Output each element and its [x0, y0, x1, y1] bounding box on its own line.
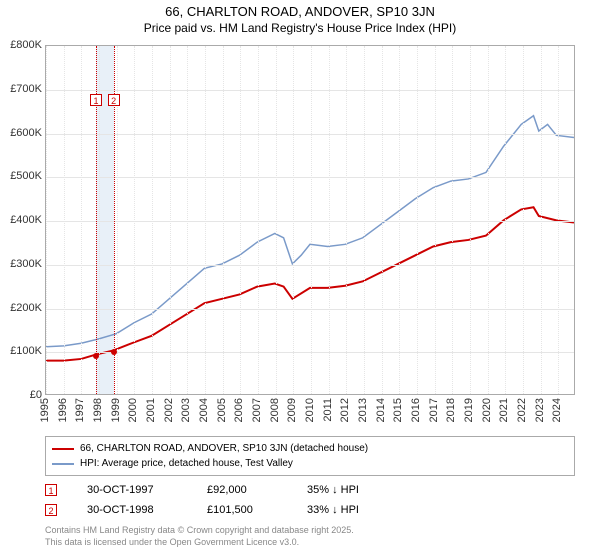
x-axis-label: 1998	[92, 398, 104, 422]
x-axis-label: 1996	[57, 398, 69, 422]
x-axis-label: 2013	[357, 398, 369, 422]
x-axis-label: 2018	[445, 398, 457, 422]
x-axis-label: 2020	[481, 398, 493, 422]
legend-label: 66, CHARLTON ROAD, ANDOVER, SP10 3JN (de…	[80, 441, 368, 456]
legend-item: 66, CHARLTON ROAD, ANDOVER, SP10 3JN (de…	[52, 441, 568, 456]
x-axis-label: 2012	[339, 398, 351, 422]
x-axis-label: 2024	[551, 398, 563, 422]
y-axis-label: £600K	[10, 127, 42, 139]
sale-num-box: 1	[45, 484, 57, 496]
sale-price: £101,500	[207, 504, 277, 516]
x-axis-label: 2008	[269, 398, 281, 422]
chart-title: 66, CHARLTON ROAD, ANDOVER, SP10 3JN	[0, 0, 600, 21]
sale-pct: 33% ↓ HPI	[307, 504, 397, 516]
x-axis-label: 2023	[534, 398, 546, 422]
x-axis-label: 2017	[428, 398, 440, 422]
x-axis-label: 2000	[127, 398, 139, 422]
legend: 66, CHARLTON ROAD, ANDOVER, SP10 3JN (de…	[45, 436, 575, 476]
legend-item: HPI: Average price, detached house, Test…	[52, 456, 568, 471]
x-axis-label: 2001	[145, 398, 157, 422]
sale-marker-box: 2	[108, 94, 120, 106]
x-axis-label: 2002	[163, 398, 175, 422]
sale-marker-dot	[93, 353, 99, 359]
attribution-line2: This data is licensed under the Open Gov…	[45, 537, 354, 549]
x-axis-label: 1995	[39, 398, 51, 422]
sales-table: 1 30-OCT-1997 £92,000 35% ↓ HPI 2 30-OCT-1998…	[45, 480, 397, 520]
plot-region: 12	[45, 45, 575, 395]
y-axis-label: £300K	[10, 258, 42, 270]
x-axis-label: 2003	[180, 398, 192, 422]
x-axis-label: 2010	[304, 398, 316, 422]
x-axis-label: 2014	[375, 398, 387, 422]
x-axis-label: 1997	[74, 398, 86, 422]
sales-row: 2 30-OCT-1998 £101,500 33% ↓ HPI	[45, 500, 397, 520]
y-axis-label: £500K	[10, 170, 42, 182]
x-axis-label: 2005	[216, 398, 228, 422]
x-axis-label: 2015	[392, 398, 404, 422]
y-axis-label: £800K	[10, 39, 42, 51]
chart-area: 12 £0£100K£200K£300K£400K£500K£600K£700K…	[45, 45, 575, 395]
attribution-line1: Contains HM Land Registry data © Crown c…	[45, 525, 354, 537]
chart-container: 66, CHARLTON ROAD, ANDOVER, SP10 3JN Pri…	[0, 0, 600, 560]
x-axis-label: 2022	[516, 398, 528, 422]
x-axis-label: 2019	[463, 398, 475, 422]
y-axis-label: £100K	[10, 345, 42, 357]
x-axis-label: 2006	[233, 398, 245, 422]
x-axis-label: 2021	[498, 398, 510, 422]
sale-pct: 35% ↓ HPI	[307, 484, 397, 496]
x-axis-label: 1999	[110, 398, 122, 422]
x-axis-label: 2007	[251, 398, 263, 422]
sale-num-box: 2	[45, 504, 57, 516]
legend-label: HPI: Average price, detached house, Test…	[80, 456, 293, 471]
sales-row: 1 30-OCT-1997 £92,000 35% ↓ HPI	[45, 480, 397, 500]
y-axis-label: £700K	[10, 83, 42, 95]
sale-marker-dot	[111, 349, 117, 355]
y-axis-label: £400K	[10, 214, 42, 226]
x-axis-label: 2016	[410, 398, 422, 422]
legend-swatch	[52, 448, 74, 450]
chart-subtitle: Price paid vs. HM Land Registry's House …	[0, 21, 600, 35]
sale-date: 30-OCT-1998	[87, 504, 177, 516]
sale-date: 30-OCT-1997	[87, 484, 177, 496]
y-axis-label: £200K	[10, 302, 42, 314]
x-axis-label: 2009	[286, 398, 298, 422]
attribution: Contains HM Land Registry data © Crown c…	[45, 525, 354, 548]
sale-marker-box: 1	[90, 94, 102, 106]
x-axis-label: 2004	[198, 398, 210, 422]
legend-swatch	[52, 463, 74, 465]
sale-price: £92,000	[207, 484, 277, 496]
x-axis-label: 2011	[322, 398, 334, 422]
